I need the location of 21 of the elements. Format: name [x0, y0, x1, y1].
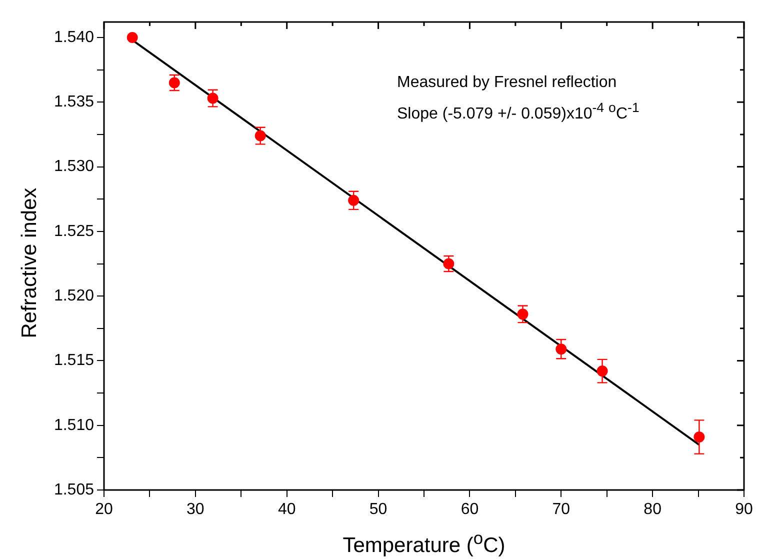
annotation: Measured by Fresnel reflection: [397, 73, 618, 93]
x-tick-label: 20: [95, 501, 113, 518]
x-tick-label: 70: [552, 501, 570, 518]
point: [348, 194, 360, 206]
y-tick-label: 1.530: [54, 158, 94, 176]
x-tick-label: 80: [644, 501, 662, 518]
x-tick-label: 40: [278, 501, 296, 518]
y-axis-title: Refractive index: [18, 188, 42, 338]
y-tick-label: 1.510: [54, 416, 94, 434]
y-tick-label: 1.525: [54, 222, 94, 240]
y-tick-label: 1.505: [54, 481, 94, 498]
x-tick-label: 60: [460, 501, 479, 518]
x-axis-title: Temperature ($^{o}$C): [342, 528, 506, 558]
y-tick-label: 1.515: [54, 352, 94, 370]
x-tick-label: 50: [369, 501, 388, 518]
y-tick-label: 1.535: [54, 94, 94, 111]
x-tick-label: 30: [186, 501, 204, 518]
y-tick-label: 1.540: [54, 28, 94, 46]
y-tick-label: 1.520: [54, 287, 94, 304]
x-tick-label: 90: [735, 501, 753, 518]
annotation: Slope (-5.079 +/- 0.059)x10$^{-4}$ $^{o}$C$^{-1}$: [397, 99, 640, 124]
